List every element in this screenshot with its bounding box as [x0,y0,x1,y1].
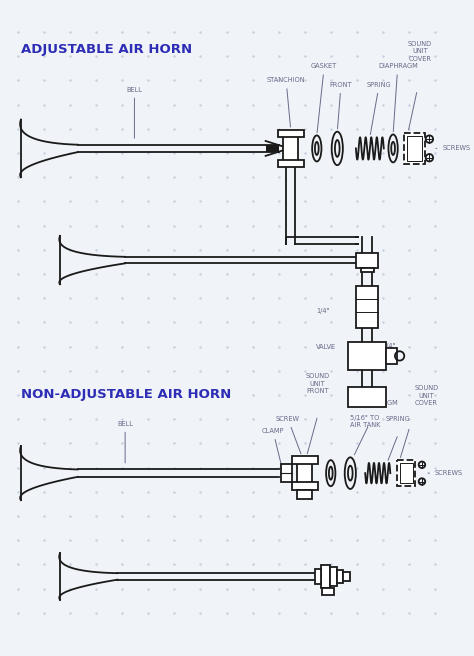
Bar [292,457,318,464]
Bar [281,464,292,482]
Text: SOUND
UNIT
FRONT: SOUND UNIT FRONT [306,373,330,394]
Text: SCREWS: SCREWS [428,470,463,476]
Bar [386,348,397,364]
Bar [320,565,330,588]
Text: VALVE: VALVE [316,344,336,350]
Bar [348,342,386,370]
Bar [348,386,386,407]
Bar [407,136,422,161]
Text: NON-ADJUSTABLE AIR HORN: NON-ADJUSTABLE AIR HORN [21,388,231,401]
Bar [322,588,334,595]
Bar [297,490,312,499]
Bar [337,570,343,583]
Bar [278,159,304,167]
Text: SPRING: SPRING [386,416,410,422]
Bar [330,567,337,586]
Text: BELL: BELL [127,87,142,138]
Bar [315,569,320,584]
Text: 1/4": 1/4" [316,308,329,314]
Text: GASKET: GASKET [311,64,337,133]
Text: SCREW: SCREW [276,416,301,454]
Text: BELL: BELL [117,420,133,463]
Bar [404,133,425,164]
Text: CLAMP: CLAMP [262,428,284,470]
Text: DIAPHRAGM: DIAPHRAGM [378,64,418,132]
Text: FRONT: FRONT [330,82,352,129]
Bar [400,463,413,483]
Bar [265,145,279,152]
Bar [361,268,374,272]
Bar [356,253,378,268]
Bar [278,130,304,137]
Bar [397,460,415,486]
Text: SOUND
UNIT
COVER: SOUND UNIT COVER [408,41,432,62]
Text: 1/4": 1/4" [382,342,396,349]
Bar [283,134,298,163]
Text: SPRING: SPRING [367,82,392,134]
Text: 5/16" TO
AIR TANK: 5/16" TO AIR TANK [350,415,381,428]
Bar [297,460,312,486]
Text: SOUND
UNIT
COVER: SOUND UNIT COVER [415,385,438,406]
Bar [292,482,318,490]
Bar [356,286,378,328]
Text: DIAPHRAGM: DIAPHRAGM [358,400,398,406]
Text: ADJUSTABLE AIR HORN: ADJUSTABLE AIR HORN [21,43,192,56]
Text: STANCHION: STANCHION [267,77,305,127]
Bar [343,572,350,581]
Text: SCREWS: SCREWS [436,146,471,152]
